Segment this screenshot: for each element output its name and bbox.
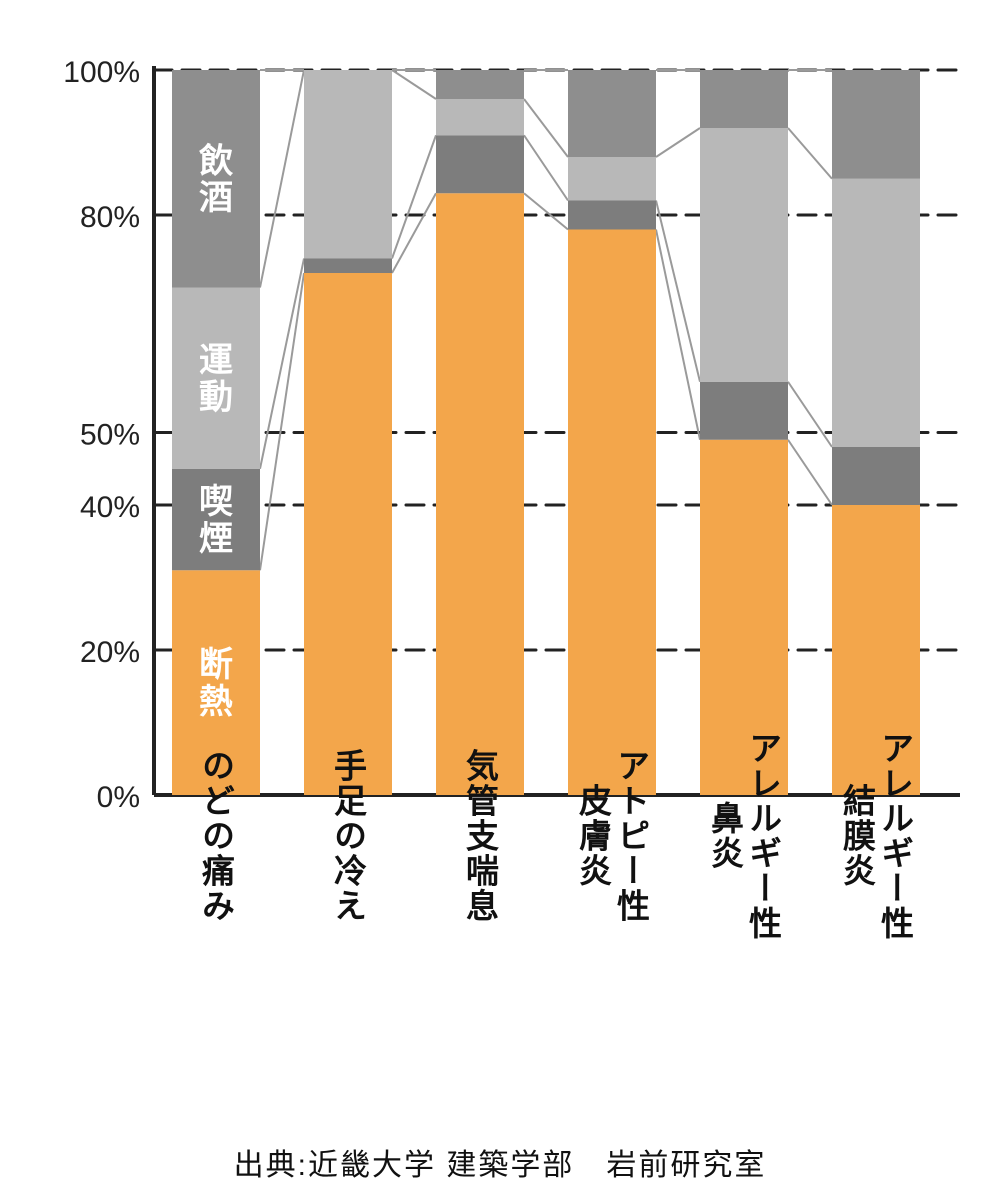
bar-segment-undou: [568, 157, 656, 201]
connector-line: [656, 201, 700, 382]
connector-line: [524, 99, 568, 157]
chart-container: 0% 20% 40% 50% 80% 100% 断熱 喫煙 運動 飲酒のどの痛み 手足の冷え 気管支喘…: [0, 0, 1000, 1195]
series-label-kitsuen: 煙: [199, 520, 233, 558]
series-label-undou: 運: [199, 342, 233, 380]
series-label-dannetsu: 断: [199, 646, 233, 684]
category-label: 皮膚炎: [575, 784, 613, 889]
y-tick-label: 80%: [80, 201, 140, 234]
y-tick-label: 100%: [63, 56, 140, 89]
bar-segment-inshu: [700, 70, 788, 128]
y-tick-label: 20%: [80, 636, 140, 669]
series-label-inshu: 酒: [199, 179, 233, 217]
bar-segment-inshu: [568, 70, 656, 157]
connector-line: [656, 230, 700, 440]
category-label: アレルギー性: [877, 731, 915, 941]
connector-line: [524, 193, 568, 229]
connector-line: [392, 193, 436, 273]
series-label-undou: 動: [199, 378, 233, 416]
bar-segment-undou: [436, 99, 524, 135]
bar-segment-inshu: [832, 70, 920, 179]
bar-segment-kitsuen: [700, 382, 788, 440]
connector-line: [656, 128, 700, 157]
bar-segment-undou: [700, 128, 788, 382]
connector-line: [260, 273, 304, 570]
y-tick-label: 50%: [80, 419, 140, 452]
bar-segment-dannetsu: [436, 193, 524, 795]
bar-segment-undou: [304, 70, 392, 259]
category-label: アトピー性: [613, 749, 651, 924]
bar-segment-inshu: [436, 70, 524, 99]
connector-line: [392, 135, 436, 258]
category-label: のどの痛み: [198, 749, 236, 924]
bar-segment-kitsuen: [568, 201, 656, 230]
bar-segment-dannetsu: [568, 230, 656, 796]
connector-line: [392, 70, 436, 99]
category-label: アレルギー性: [745, 731, 783, 941]
source-caption: 出典:近畿大学 建築学部 岩前研究室: [0, 1140, 1000, 1184]
connector-line: [524, 135, 568, 200]
connector-line: [788, 440, 832, 505]
y-tick-label: 0%: [97, 781, 140, 814]
series-label-dannetsu: 熱: [199, 683, 233, 721]
connector-line: [788, 128, 832, 179]
bar-segment-kitsuen: [436, 135, 524, 193]
series-label-kitsuen: 喫: [199, 483, 233, 521]
bar-segment-kitsuen: [832, 447, 920, 505]
connector-line: [260, 259, 304, 469]
connector-line: [788, 382, 832, 447]
stacked-bar-chart: 0% 20% 40% 50% 80% 100% 断熱 喫煙 運動 飲酒のどの痛み 手足の冷え 気管支喘…: [0, 0, 1000, 1195]
bar-segment-kitsuen: [304, 259, 392, 274]
y-tick-label: 40%: [80, 491, 140, 524]
connector-line: [260, 70, 304, 288]
bar-segment-undou: [832, 179, 920, 447]
category-label: 気管支喘息: [462, 749, 500, 924]
category-label: 手足の冷え: [330, 749, 368, 924]
bar-segment-dannetsu: [304, 273, 392, 795]
category-label: 結膜炎: [839, 783, 877, 889]
series-label-inshu: 飲: [199, 142, 234, 180]
category-label: 鼻炎: [707, 801, 745, 871]
